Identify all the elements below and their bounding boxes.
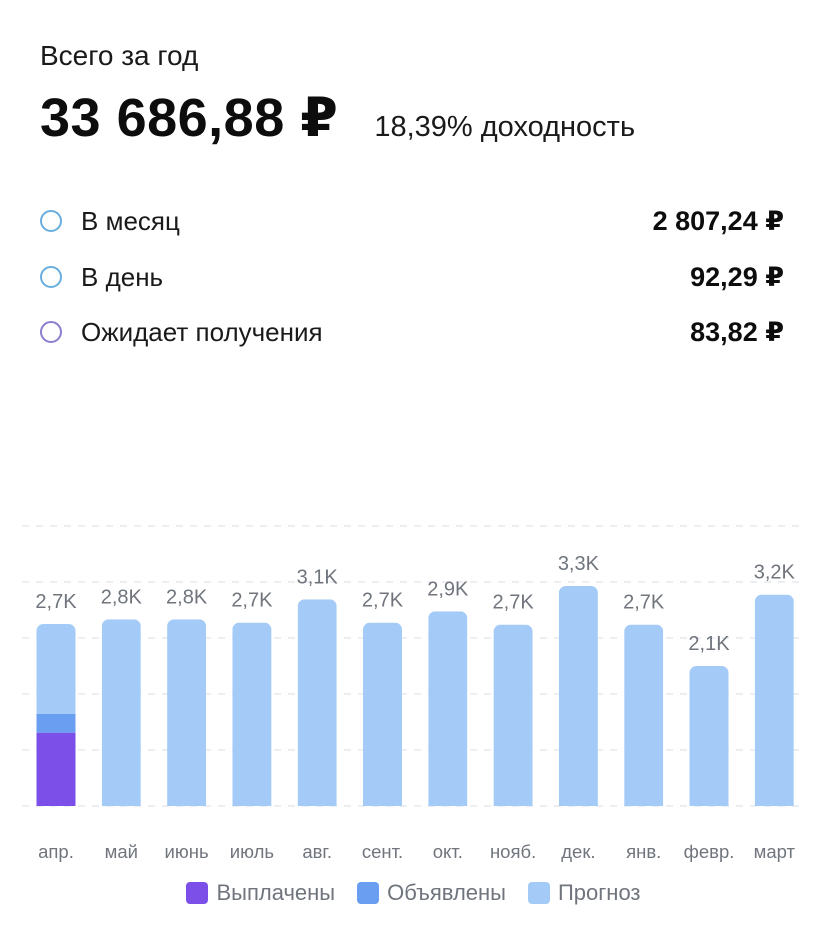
legend-swatch-declared bbox=[357, 882, 380, 904]
x-tick-label: окт. bbox=[433, 841, 463, 862]
bar-segment-forecast[interactable] bbox=[558, 586, 598, 806]
legend-label-declared: Объявлены bbox=[387, 880, 506, 905]
total-row: 33 686,88 ₽ 18,39% доходность bbox=[40, 86, 635, 149]
x-tick-label: апр. bbox=[38, 841, 74, 862]
legend-item-forecast: Прогноз bbox=[527, 880, 641, 906]
x-tick-label: нояб. bbox=[490, 841, 536, 862]
bar-segment-forecast[interactable] bbox=[689, 666, 729, 806]
bar-segment-forecast[interactable] bbox=[297, 599, 337, 806]
stat-row-pending: Ожидает получения 83,82 ₽ bbox=[40, 314, 784, 350]
x-tick-label: июнь bbox=[165, 841, 209, 862]
bar-segment-declared[interactable] bbox=[36, 714, 76, 733]
x-tick-label: авг. bbox=[302, 841, 332, 862]
stat-label-pending: Ожидает получения bbox=[81, 316, 323, 347]
legend-item-declared: Объявлены bbox=[357, 880, 506, 906]
bar-value-label: 3,3K bbox=[558, 553, 600, 575]
bar-value-label: 2,7K bbox=[231, 590, 273, 612]
legend-label-forecast: Прогноз bbox=[557, 880, 641, 905]
stat-value-pending: 83,82 ₽ bbox=[690, 316, 784, 347]
bar-value-label: 2,7K bbox=[623, 592, 665, 614]
x-tick-label: июль bbox=[230, 841, 274, 862]
stat-ring-icon bbox=[40, 266, 62, 288]
total-amount: 33 686,88 ₽ bbox=[40, 88, 339, 148]
stat-label-month: В месяц bbox=[81, 205, 180, 236]
stat-value-day: 92,29 ₽ bbox=[690, 261, 784, 292]
legend-label-paid: Выплачены bbox=[216, 880, 336, 905]
bar-value-label: 3,1K bbox=[297, 566, 339, 588]
stat-row-month: В месяц 2 807,24 ₽ bbox=[40, 203, 784, 239]
bar-value-label: 2,1K bbox=[688, 633, 730, 655]
x-tick-label: май bbox=[105, 841, 138, 862]
summary-label: Всего за год bbox=[40, 40, 199, 71]
bar-segment-paid[interactable] bbox=[36, 732, 76, 806]
bar-value-label: 2,9K bbox=[427, 578, 469, 600]
dividends-bar-chart: 2,7K апр. 2,8K май 2,8K июнь 2,7K июль 3,1K авг. 2… bbox=[22, 525, 800, 862]
legend-swatch-paid bbox=[186, 882, 209, 904]
bar-value-label: 2,7K bbox=[362, 590, 404, 612]
bar-segment-forecast[interactable] bbox=[167, 619, 207, 806]
stat-value-month: 2 807,24 ₽ bbox=[652, 205, 784, 236]
yield-percent: 18,39% доходность bbox=[374, 111, 636, 143]
x-tick-label: дек. bbox=[561, 841, 595, 862]
bar-segment-forecast[interactable] bbox=[232, 622, 272, 806]
bar-segment-forecast[interactable] bbox=[363, 622, 402, 806]
bar-value-label: 2,8K bbox=[101, 586, 143, 608]
bar-value-label: 2,7K bbox=[35, 591, 77, 613]
bar-segment-forecast[interactable] bbox=[754, 594, 794, 806]
bar-segment-forecast[interactable] bbox=[36, 624, 76, 714]
x-tick-label: сент. bbox=[362, 841, 403, 862]
stat-row-day: В день 92,29 ₽ bbox=[40, 259, 784, 295]
bar-value-label: 3,2K bbox=[754, 562, 796, 584]
bar-segment-forecast[interactable] bbox=[493, 624, 533, 806]
bar-segment-forecast[interactable] bbox=[624, 624, 664, 806]
x-tick-label: март bbox=[754, 841, 796, 862]
bar-value-label: 2,8K bbox=[166, 586, 208, 608]
bar-segment-forecast[interactable] bbox=[428, 611, 468, 806]
stat-ring-icon bbox=[40, 321, 62, 343]
x-tick-label: февр. bbox=[684, 841, 735, 862]
bar-segment-forecast[interactable] bbox=[101, 619, 141, 806]
chart-legend: Выплачены Объявлены Прогноз bbox=[0, 880, 827, 906]
legend-item-paid: Выплачены bbox=[186, 880, 335, 906]
stat-ring-icon bbox=[40, 210, 62, 232]
bar-value-label: 2,7K bbox=[493, 592, 535, 614]
stat-label-day: В день bbox=[81, 261, 164, 292]
x-tick-label: янв. bbox=[626, 841, 661, 862]
legend-swatch-forecast bbox=[527, 882, 550, 904]
